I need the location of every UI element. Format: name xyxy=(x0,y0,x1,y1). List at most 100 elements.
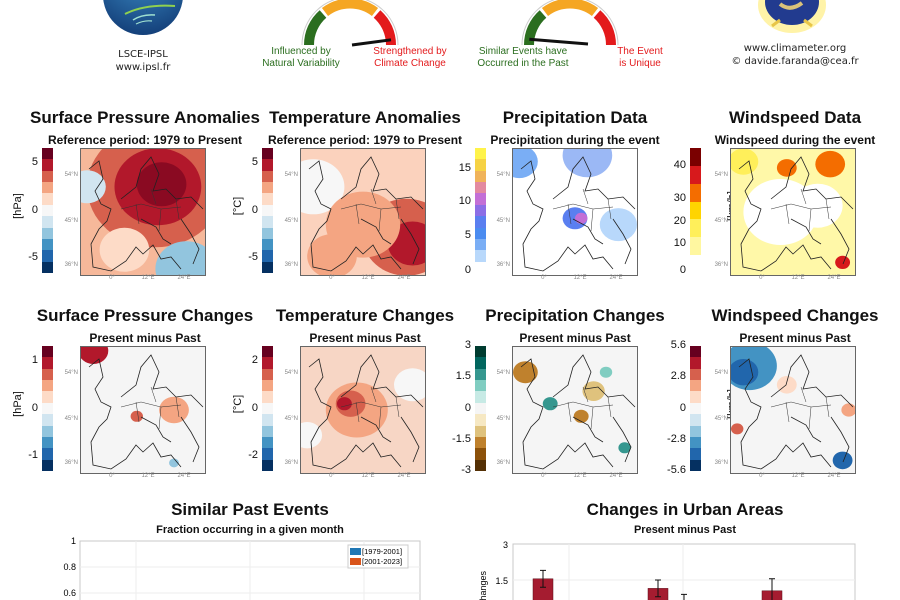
chart-plot-area: 1 0.8 0.6 [1979-2001] [2001-2023] xyxy=(63,536,421,600)
coastline xyxy=(520,156,636,272)
colorbar-tick-label: -1 xyxy=(28,449,38,461)
map-field-region xyxy=(394,368,425,402)
gauge-green-segment xyxy=(303,10,327,46)
legend-label: [2001-2023] xyxy=(362,557,402,566)
coastline xyxy=(738,354,854,470)
panel-title: Precipitation Changes xyxy=(485,306,665,325)
latitude-tick-label: 36°N xyxy=(714,262,728,268)
map-field-region xyxy=(776,376,797,394)
chart-title: Similar Past Events xyxy=(171,500,329,519)
map-field-region xyxy=(793,183,843,228)
gauge-red-segment xyxy=(593,10,617,46)
latitude-tick-label: 45°N xyxy=(714,218,728,224)
colorbar xyxy=(262,148,273,273)
chart-plot-area: 3 1.5 Changes xyxy=(478,540,856,600)
map-field-region xyxy=(130,410,143,422)
ytick-label: 1.5 xyxy=(495,576,508,586)
panel-subtitle: Windspeed during the event xyxy=(714,133,876,147)
latitude-tick-label: 45°N xyxy=(496,416,510,422)
latitude-tick-label: 45°N xyxy=(64,416,78,422)
longitude-tick-label: 12°E xyxy=(141,275,155,281)
latitude-tick-label: 54°N xyxy=(714,172,728,178)
climameter-contact: © davide.faranda@cea.fr xyxy=(731,56,859,67)
colorbar-tick-label: -5.6 xyxy=(667,464,686,476)
map-field-region xyxy=(731,149,759,175)
country-borders xyxy=(120,386,182,430)
longitude-tick-label: 24°E xyxy=(397,275,411,281)
latitude-tick-label: 54°N xyxy=(496,370,510,376)
longitude-tick-label: 0° xyxy=(329,275,335,281)
latitude-tick-label: 45°N xyxy=(714,416,728,422)
map-image xyxy=(730,148,856,276)
map-field-region xyxy=(81,170,106,204)
colorbar-tick-label: 10 xyxy=(458,194,471,207)
colorbar xyxy=(42,148,53,273)
latitude-tick-label: 54°N xyxy=(496,172,510,178)
map-field-region xyxy=(841,403,855,417)
map-field-region xyxy=(81,347,109,364)
ytick-label: 0.6 xyxy=(63,588,76,598)
map-field-region xyxy=(136,162,187,207)
map-field-region xyxy=(618,442,631,454)
panel-title: Surface Pressure Changes xyxy=(36,306,254,325)
coastline xyxy=(308,156,424,272)
colorbar xyxy=(690,148,701,273)
ytick-label: 3 xyxy=(503,540,508,550)
gauge1-left-label: Influenced by Natural Variability xyxy=(262,46,340,69)
latitude-tick-label: 45°N xyxy=(496,218,510,224)
legend: [1979-2001] [2001-2023] xyxy=(347,544,409,569)
ipsl-url: www.ipsl.fr xyxy=(115,62,171,73)
map-field-region xyxy=(301,422,323,449)
colorbar-unit-label: [hPa] xyxy=(12,391,24,417)
gauge-climate-change xyxy=(301,0,399,47)
gauge-needle xyxy=(529,37,589,46)
map-image xyxy=(300,148,426,276)
colorbar-tick-label: 5 xyxy=(31,156,38,168)
latitude-tick-label: 54°N xyxy=(64,172,78,178)
climameter-logo xyxy=(758,0,826,33)
panel-title: Surface Pressure Anomalies xyxy=(30,108,260,127)
longitude-tick-label: 24°E xyxy=(397,473,411,479)
gauge1-right-label: Strengthened by Climate Change xyxy=(373,46,447,69)
chart-subtitle: Present minus Past xyxy=(633,524,737,536)
country-borders xyxy=(552,188,614,232)
country-borders xyxy=(340,386,402,430)
longitude-tick-label: 0° xyxy=(541,275,547,281)
colorbar-tick-label: 0 xyxy=(251,401,258,414)
legend-swatch-1979-2001 xyxy=(350,548,361,555)
ytick-label: 0.8 xyxy=(63,562,76,572)
colorbar-tick-label: 10 xyxy=(673,237,686,250)
panel-title: Windspeed Data xyxy=(728,108,862,127)
longitude-tick-label: 0° xyxy=(109,275,115,281)
panel-title: Temperature Changes xyxy=(275,306,455,325)
gauge2-left-label: Similar Events have Occurred in the Past xyxy=(477,46,569,69)
longitude-tick-label: 24°E xyxy=(827,473,841,479)
colorbar-tick-label: -2 xyxy=(248,449,258,461)
panel-title: Temperature Anomalies xyxy=(269,108,461,127)
panel-subtitle: Precipitation during the event xyxy=(490,133,660,147)
colorbar-tick-label: 40 xyxy=(673,158,686,171)
panel-subtitle: Present minus Past xyxy=(89,331,201,345)
country-borders xyxy=(770,386,832,430)
latitude-tick-label: 36°N xyxy=(714,460,728,466)
error-bar xyxy=(540,569,546,588)
gauge-red-segment xyxy=(373,10,397,46)
map-field-region xyxy=(513,149,538,179)
panel-subtitle: Reference period: 1979 to Present xyxy=(47,133,243,147)
map-field-region xyxy=(562,149,613,178)
longitude-tick-label: 12°E xyxy=(573,275,587,281)
longitude-tick-label: 0° xyxy=(759,473,765,479)
latitude-tick-label: 36°N xyxy=(284,460,298,466)
longitude-tick-label: 12°E xyxy=(361,473,375,479)
longitude-tick-label: 0° xyxy=(109,473,115,479)
longitude-tick-label: 24°E xyxy=(177,473,191,479)
panel-subtitle: Present minus Past xyxy=(739,331,851,345)
map-image xyxy=(512,346,638,474)
plot-frame xyxy=(512,543,856,600)
coastline xyxy=(88,156,204,272)
colorbar-tick-label: -1.5 xyxy=(452,432,471,445)
map-field-region xyxy=(731,423,744,435)
coastline xyxy=(308,354,424,470)
country-borders xyxy=(340,188,402,232)
map-image xyxy=(512,148,638,276)
